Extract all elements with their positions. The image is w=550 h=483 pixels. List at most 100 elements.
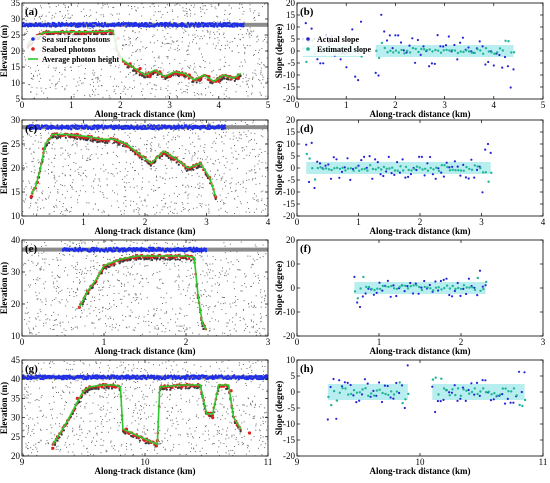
- noise-photon: [65, 7, 66, 8]
- noise-photon: [175, 281, 176, 282]
- noise-photon: [30, 203, 31, 204]
- estimated-slope-point: [355, 167, 357, 169]
- noise-photon: [187, 16, 188, 17]
- noise-photon: [256, 75, 257, 76]
- noise-photon: [203, 150, 204, 151]
- noise-photon: [36, 214, 37, 215]
- noise-photon: [81, 124, 82, 125]
- noise-photon: [160, 67, 161, 68]
- noise-photon: [223, 34, 224, 35]
- noise-photon: [219, 162, 220, 163]
- noise-photon: [145, 199, 146, 200]
- noise-photon: [164, 194, 165, 195]
- noise-photon: [201, 36, 202, 37]
- noise-photon: [149, 332, 150, 333]
- y-tick-label: 20: [286, 115, 296, 125]
- noise-photon: [220, 121, 221, 122]
- noise-photon: [176, 177, 177, 178]
- noise-photon: [241, 62, 242, 63]
- actual-slope-point: [479, 40, 481, 42]
- actual-slope-point: [448, 166, 450, 168]
- noise-photon: [142, 278, 143, 279]
- noise-photon: [96, 19, 97, 20]
- noise-photon: [124, 89, 125, 90]
- seabed-photon: [76, 138, 78, 140]
- noise-photon: [132, 30, 133, 31]
- noise-photon: [254, 193, 255, 194]
- noise-photon: [126, 241, 127, 242]
- actual-slope-point: [476, 169, 478, 171]
- noise-photon: [186, 276, 187, 277]
- noise-photon: [212, 179, 213, 180]
- noise-photon: [56, 205, 57, 206]
- actual-slope-point: [426, 162, 428, 164]
- noise-photon: [253, 259, 254, 260]
- noise-photon: [149, 181, 150, 182]
- sea-surface-photon: [175, 22, 177, 24]
- actual-slope-point: [420, 54, 422, 56]
- noise-photon: [163, 70, 164, 71]
- noise-photon: [112, 164, 113, 165]
- noise-photon: [209, 331, 210, 332]
- actual-slope-point: [504, 56, 506, 58]
- noise-photon: [145, 321, 146, 322]
- noise-photon: [60, 323, 61, 324]
- noise-photon: [124, 39, 125, 40]
- noise-photon: [250, 8, 251, 9]
- noise-photon: [93, 75, 94, 76]
- noise-photon: [195, 255, 196, 256]
- noise-photon: [50, 192, 51, 193]
- noise-photon: [232, 163, 233, 164]
- noise-photon: [69, 157, 70, 158]
- estimated-slope-point: [378, 57, 380, 59]
- noise-photon: [180, 254, 181, 255]
- actual-slope-point: [305, 144, 307, 146]
- noise-photon: [186, 315, 187, 316]
- noise-photon: [201, 187, 202, 188]
- noise-photon: [49, 214, 50, 215]
- noise-photon: [240, 184, 241, 185]
- noise-photon: [28, 84, 29, 85]
- noise-photon: [63, 254, 64, 255]
- noise-photon: [39, 162, 40, 163]
- noise-photon: [226, 180, 227, 181]
- slope-points-d: [305, 142, 492, 194]
- noise-photon: [140, 294, 141, 295]
- noise-photon: [221, 86, 222, 87]
- noise-photon: [194, 27, 195, 28]
- noise-photon: [135, 300, 136, 301]
- noise-photon: [79, 195, 80, 196]
- seabed-point: [237, 77, 240, 80]
- noise-photon: [175, 139, 176, 140]
- noise-photon: [257, 252, 258, 253]
- noise-photon: [221, 200, 222, 201]
- noise-photon: [138, 7, 139, 8]
- noise-photon: [243, 181, 244, 182]
- x-tick-label: 1: [344, 100, 349, 110]
- actual-slope-point: [404, 177, 406, 179]
- noise-photon: [179, 276, 180, 277]
- noise-photon: [236, 84, 237, 85]
- noise-photon: [126, 122, 127, 123]
- actual-slope-point: [324, 165, 326, 167]
- actual-slope-point: [454, 160, 456, 162]
- noise-photon: [76, 86, 77, 87]
- noise-photon: [40, 311, 41, 312]
- noise-photon: [108, 6, 109, 7]
- noise-photon: [244, 300, 245, 301]
- noise-photon: [99, 287, 100, 288]
- seabed-photon: [159, 157, 161, 159]
- noise-photon: [81, 11, 82, 12]
- noise-photon: [225, 186, 226, 187]
- noise-photon: [182, 28, 183, 29]
- noise-photon: [259, 160, 260, 161]
- noise-photon: [57, 281, 58, 282]
- noise-photon: [26, 29, 27, 30]
- noise-photon: [112, 274, 113, 275]
- seabed-photon: [167, 258, 169, 260]
- noise-photon: [38, 280, 39, 281]
- noise-photon: [195, 292, 196, 293]
- actual-slope-point: [386, 39, 388, 41]
- estimated-slope-point: [322, 168, 324, 170]
- noise-photon: [23, 169, 24, 170]
